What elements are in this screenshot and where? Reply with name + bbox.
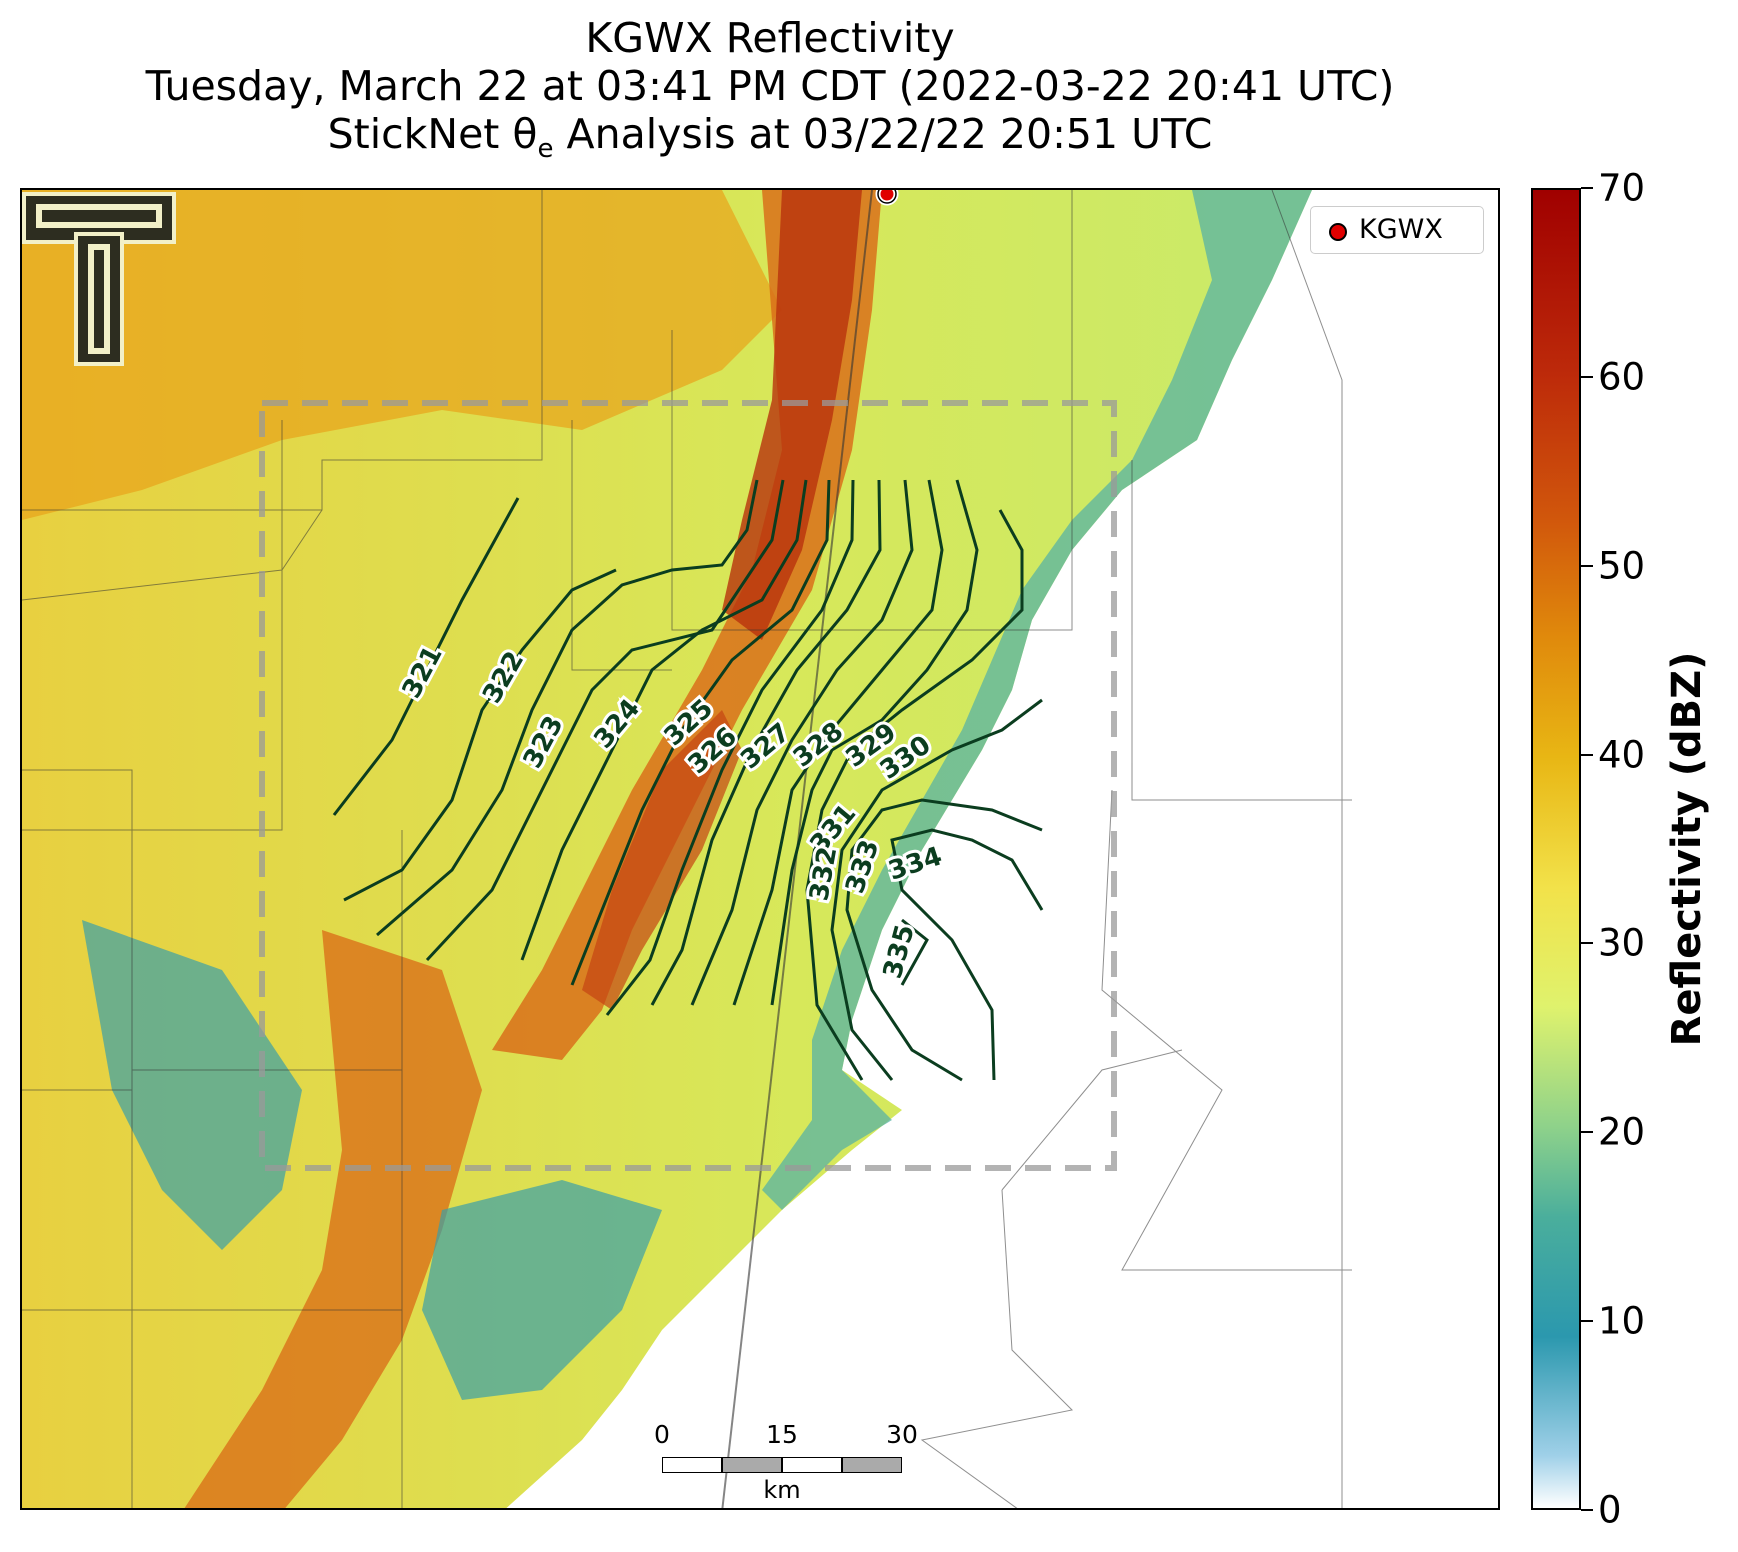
scale-segment-3	[782, 1457, 842, 1473]
contour-336	[900, 918, 929, 986]
scale-segment-4	[842, 1457, 902, 1473]
title-line-3-subscript: e	[537, 134, 554, 165]
teal-patch-south	[422, 1180, 662, 1400]
contour-327	[605, 479, 855, 1016]
analysis-domain-box	[259, 400, 1117, 1171]
radar-map[interactable]: 321 322 323 324 325 326 327 328 329 330 …	[20, 188, 1500, 1510]
legend-radar-marker-icon	[1329, 223, 1347, 241]
colorbar-tick-mark	[1581, 1320, 1593, 1323]
contour-328	[650, 479, 882, 1006]
colorbar-tick-label: 40	[1598, 733, 1646, 777]
scale-segment-1	[662, 1457, 722, 1473]
legend-label: KGWX	[1359, 214, 1443, 245]
contour-323	[376, 479, 759, 937]
colorbar-tick-label: 60	[1598, 355, 1646, 399]
contour-325	[520, 479, 808, 961]
orange-band-north	[22, 190, 782, 520]
scale-segment-2	[722, 1457, 782, 1473]
colorbar-tick-mark	[1581, 753, 1593, 756]
colorbar-tick-mark	[1581, 564, 1593, 567]
precip-fringe	[762, 190, 1312, 1210]
title-line-2: Tuesday, March 22 at 03:41 PM CDT (2022-…	[145, 62, 1395, 110]
map-title: KGWX Reflectivity Tuesday, March 22 at 0…	[0, 14, 1540, 173]
kgwx-radar-marker-outline	[877, 190, 897, 204]
contour-332	[805, 509, 1024, 1081]
contour-326	[570, 479, 831, 986]
colorbar-tick-label: 0	[1598, 1488, 1622, 1532]
orange-band-south	[184, 930, 482, 1508]
colorbar-tick-label: 10	[1598, 1299, 1646, 1343]
scale-unit: km	[763, 1476, 801, 1504]
title-line-3-suffix: Analysis at 03/22/22 20:51 UTC	[553, 110, 1213, 158]
contour-322	[343, 568, 617, 902]
scale-bar: 0 15 30 km	[654, 1420, 918, 1504]
title-line-3: StickNet θe Analysis at 03/22/22 20:51 U…	[0, 110, 1540, 173]
colorbar-tick-mark	[1581, 375, 1593, 378]
scale-tick-0: 0	[654, 1420, 670, 1449]
contour-321	[332, 497, 520, 816]
radar-reflectivity-layer: 321 322 323 324 325 326 327 328 329 330 …	[22, 190, 1498, 1508]
texas-tech-logo-icon	[22, 192, 176, 366]
title-line-1: KGWX Reflectivity	[585, 14, 955, 62]
convective-core-2	[582, 710, 742, 1010]
colorbar-tick-label: 70	[1598, 166, 1646, 210]
colorbar-tick-mark	[1581, 1509, 1593, 1511]
colorbar-tick-label: 30	[1598, 921, 1646, 965]
county-lines	[22, 190, 1352, 1508]
convective-core	[722, 190, 862, 640]
map-legend: KGWX	[1310, 206, 1484, 254]
contour-324	[425, 479, 785, 962]
colorbar-tick-label: 50	[1598, 544, 1646, 588]
teal-patch-sw	[82, 920, 302, 1250]
contour-329	[690, 479, 914, 1006]
colorbar-tick-label: 20	[1598, 1110, 1646, 1154]
contour-330	[732, 479, 944, 1006]
contour-333	[830, 698, 1043, 1081]
colorbar-title: Reflectivity (dBZ)	[1664, 651, 1710, 1047]
colorbar	[1531, 188, 1581, 1510]
colorbar-tick-mark	[1581, 187, 1593, 189]
scale-tick-15: 15	[766, 1420, 798, 1449]
contour-334	[845, 798, 1043, 1082]
title-line-3-prefix: StickNet θ	[327, 110, 538, 158]
colorbar-tick-mark	[1581, 942, 1593, 945]
colorbar-tick-mark	[1581, 1131, 1593, 1134]
contour-335	[890, 828, 1044, 1081]
contour-331	[770, 479, 979, 1006]
theta-e-contours	[332, 479, 1044, 1082]
scale-tick-30: 30	[886, 1420, 918, 1449]
